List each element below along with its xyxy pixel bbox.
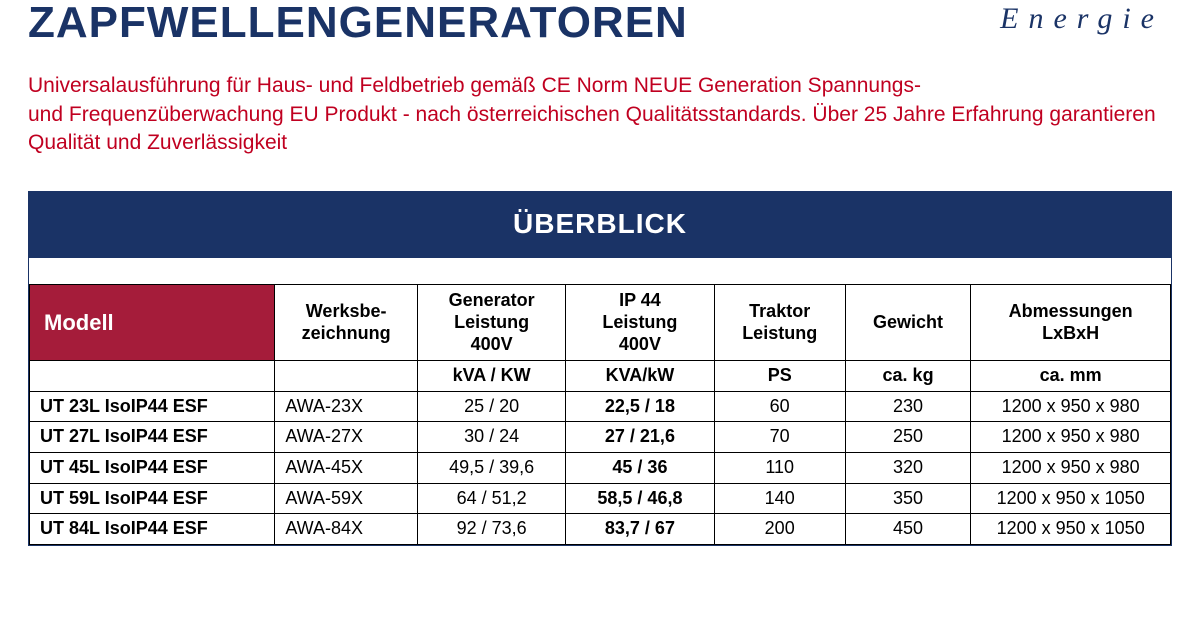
cell-werks: AWA-59X [275,483,418,514]
col-generator: GeneratorLeistung400V [417,285,565,361]
cell-ip44: 58,5 / 46,8 [566,483,714,514]
overview-table-container: ÜBERBLICK Modell Werksbe-zeichnung Gener… [28,191,1172,546]
unit-generator: kVA / KW [417,361,565,392]
table-row: UT 45L IsoIP44 ESFAWA-45X49,5 / 39,645 /… [30,453,1171,484]
cell-generator: 64 / 51,2 [417,483,565,514]
cell-gewicht: 320 [845,453,971,484]
cell-abmessungen: 1200 x 950 x 1050 [971,514,1171,545]
cell-abmessungen: 1200 x 950 x 980 [971,453,1171,484]
table-row: UT 27L IsoIP44 ESFAWA-27X30 / 2427 / 21,… [30,422,1171,453]
col-traktor: TraktorLeistung [714,285,845,361]
col-gewicht: Gewicht [845,285,971,361]
cell-gewicht: 250 [845,422,971,453]
cell-generator: 30 / 24 [417,422,565,453]
cell-generator: 25 / 20 [417,391,565,422]
units-row: kVA / KW KVA/kW PS ca. kg ca. mm [30,361,1171,392]
col-ip44: IP 44Leistung400V [566,285,714,361]
cell-werks: AWA-84X [275,514,418,545]
col-modell: Modell [30,285,275,361]
cell-model: UT 23L IsoIP44 ESF [30,391,275,422]
unit-gewicht: ca. kg [845,361,971,392]
cell-gewicht: 450 [845,514,971,545]
cell-abmessungen: 1200 x 950 x 980 [971,422,1171,453]
col-abmessungen: AbmessungenLxBxH [971,285,1171,361]
overview-title: ÜBERBLICK [29,192,1171,258]
cell-ip44: 27 / 21,6 [566,422,714,453]
spacer [29,258,1171,284]
unit-traktor: PS [714,361,845,392]
col-werks: Werksbe-zeichnung [275,285,418,361]
cell-werks: AWA-23X [275,391,418,422]
table-row: UT 23L IsoIP44 ESFAWA-23X25 / 2022,5 / 1… [30,391,1171,422]
cell-traktor: 110 [714,453,845,484]
cell-gewicht: 350 [845,483,971,514]
cell-traktor: 200 [714,514,845,545]
cell-model: UT 45L IsoIP44 ESF [30,453,275,484]
unit-modell [30,361,275,392]
cell-traktor: 70 [714,422,845,453]
brand-label: Energie [1000,0,1172,36]
unit-werks [275,361,418,392]
cell-abmessungen: 1200 x 950 x 980 [971,391,1171,422]
table-row: UT 59L IsoIP44 ESFAWA-59X64 / 51,258,5 /… [30,483,1171,514]
unit-ip44: KVA/kW [566,361,714,392]
cell-ip44: 83,7 / 67 [566,514,714,545]
subtitle-text: Universalausführung für Haus- und Feldbe… [0,46,1200,157]
page-title: ZAPFWELLENGENERATOREN [28,0,688,46]
cell-model: UT 27L IsoIP44 ESF [30,422,275,453]
cell-gewicht: 230 [845,391,971,422]
cell-werks: AWA-27X [275,422,418,453]
cell-generator: 92 / 73,6 [417,514,565,545]
cell-traktor: 60 [714,391,845,422]
spec-table: Modell Werksbe-zeichnung GeneratorLeistu… [29,284,1171,545]
cell-model: UT 59L IsoIP44 ESF [30,483,275,514]
cell-ip44: 22,5 / 18 [566,391,714,422]
table-body: UT 23L IsoIP44 ESFAWA-23X25 / 2022,5 / 1… [30,391,1171,544]
cell-abmessungen: 1200 x 950 x 1050 [971,483,1171,514]
cell-traktor: 140 [714,483,845,514]
cell-werks: AWA-45X [275,453,418,484]
unit-abmessungen: ca. mm [971,361,1171,392]
cell-model: UT 84L IsoIP44 ESF [30,514,275,545]
cell-generator: 49,5 / 39,6 [417,453,565,484]
table-row: UT 84L IsoIP44 ESFAWA-84X92 / 73,683,7 /… [30,514,1171,545]
cell-ip44: 45 / 36 [566,453,714,484]
header-row: Modell Werksbe-zeichnung GeneratorLeistu… [30,285,1171,361]
